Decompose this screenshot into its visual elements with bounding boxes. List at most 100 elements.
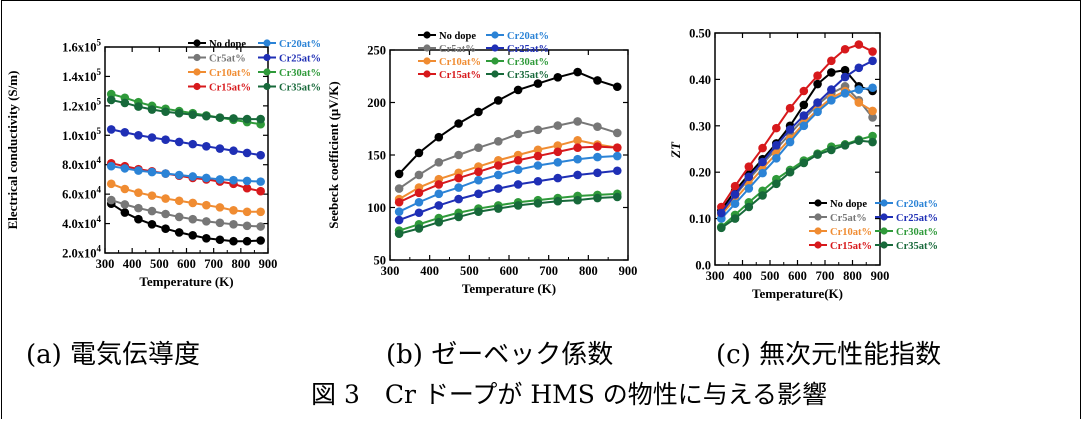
legend-label: Cr5at% <box>209 54 246 65</box>
data-point <box>202 111 211 121</box>
data-point <box>840 72 850 82</box>
y-tick-label: 1.4x105 <box>62 67 101 84</box>
caption-c: (c) 無次元性能指数 <box>716 340 942 370</box>
data-point <box>772 140 781 150</box>
legend: No dope Cr5at% Cr10at% Cr15at% Cr20at% Cr25at… <box>418 31 549 81</box>
legend-label: Cr25at% <box>896 213 938 224</box>
y-axis-label: Seebeck coefficient (μV/K) <box>326 81 341 228</box>
data-point <box>414 224 424 233</box>
legend-marker <box>193 68 201 76</box>
data-point <box>744 184 754 193</box>
data-point <box>188 139 198 149</box>
data-point <box>854 40 864 49</box>
data-point <box>229 175 238 185</box>
legend-label: Cr20at% <box>279 39 321 50</box>
data-point <box>242 114 252 124</box>
data-point <box>813 107 822 117</box>
data-point <box>202 142 211 151</box>
y-tick-label: 6.0x104 <box>62 185 101 202</box>
legend-label: No dope <box>830 199 867 210</box>
series-cr10at- <box>106 179 265 217</box>
data-point <box>161 107 170 117</box>
data-point <box>147 167 157 177</box>
legend-label: No dope <box>439 31 476 42</box>
legend-label: Cr10at% <box>439 57 481 68</box>
data-point <box>573 67 582 77</box>
x-tick-label: 400 <box>733 269 752 283</box>
legend-label: Cr35at% <box>279 83 321 94</box>
data-point <box>147 220 157 229</box>
series-line <box>110 93 261 126</box>
series-cr25at- <box>717 56 877 218</box>
legend-marker <box>814 241 822 249</box>
data-point <box>474 167 483 177</box>
data-point <box>120 164 130 173</box>
legend-item: Cr35at% <box>258 83 321 94</box>
y-tick-label: 0.40 <box>689 73 711 87</box>
data-point <box>840 89 850 98</box>
data-point <box>120 208 130 217</box>
data-point <box>434 132 444 142</box>
data-point <box>744 162 754 171</box>
data-point <box>414 197 424 207</box>
data-point <box>188 172 198 181</box>
x-tick-label: 700 <box>204 257 223 271</box>
data-point <box>573 136 582 145</box>
series-cr35at- <box>106 95 265 124</box>
data-point <box>612 192 622 202</box>
legend-marker <box>423 57 431 65</box>
series-cr25at- <box>394 166 622 225</box>
data-point <box>573 143 582 152</box>
series-line <box>111 98 261 121</box>
legend-marker <box>491 70 499 78</box>
data-point <box>772 179 781 189</box>
data-point <box>827 85 836 94</box>
data-point <box>202 200 211 210</box>
data-point <box>717 208 726 218</box>
series-line <box>111 162 261 193</box>
data-point <box>474 207 483 216</box>
x-axis-label: Temperature(K) <box>752 286 843 301</box>
legend-marker <box>423 44 431 52</box>
x-tick-label: 300 <box>96 257 115 271</box>
data-point <box>215 235 225 245</box>
data-point <box>161 194 170 203</box>
data-point <box>215 113 225 122</box>
data-point <box>553 141 563 150</box>
legend: No dope Cr5at% Cr10at% Cr15at% Cr20at% Cr25at… <box>188 39 321 94</box>
legend-item: Cr25at% <box>875 213 938 224</box>
legend-item: No dope <box>809 199 867 210</box>
data-point <box>434 180 444 189</box>
series-cr35at- <box>717 136 877 233</box>
data-point <box>612 166 622 176</box>
x-tick-label: 300 <box>706 269 725 283</box>
data-point <box>256 236 265 245</box>
data-point <box>106 161 116 171</box>
data-point <box>215 175 225 184</box>
series-cr15at- <box>717 40 877 212</box>
data-point <box>215 218 225 228</box>
data-point <box>854 98 864 107</box>
series-no-dope <box>106 199 265 246</box>
data-point <box>394 229 404 239</box>
legend-label: Cr20at% <box>896 199 938 210</box>
data-point <box>533 151 543 161</box>
data-point <box>730 199 740 209</box>
figure-caption: 図 3 Cr ドープが HMS の物性に与える影響 <box>311 380 828 409</box>
data-point <box>106 95 116 105</box>
series-cr20at- <box>717 83 877 223</box>
data-point <box>493 204 503 213</box>
legend-item: Cr10at% <box>809 227 872 238</box>
data-point <box>533 125 543 135</box>
data-point <box>229 146 238 156</box>
x-tick-label: 900 <box>259 257 278 271</box>
legend-item: No dope <box>188 39 246 50</box>
data-point <box>242 148 252 158</box>
legend-item: Cr35at% <box>875 241 938 252</box>
data-point <box>106 89 116 99</box>
data-point <box>174 137 184 147</box>
data-point <box>553 73 563 82</box>
data-point <box>799 121 809 131</box>
